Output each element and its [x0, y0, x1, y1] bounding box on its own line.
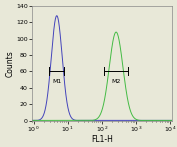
- X-axis label: FL1-H: FL1-H: [91, 135, 113, 144]
- Y-axis label: Counts: Counts: [5, 50, 15, 77]
- Text: M2: M2: [111, 79, 121, 84]
- Text: M1: M1: [52, 79, 61, 84]
